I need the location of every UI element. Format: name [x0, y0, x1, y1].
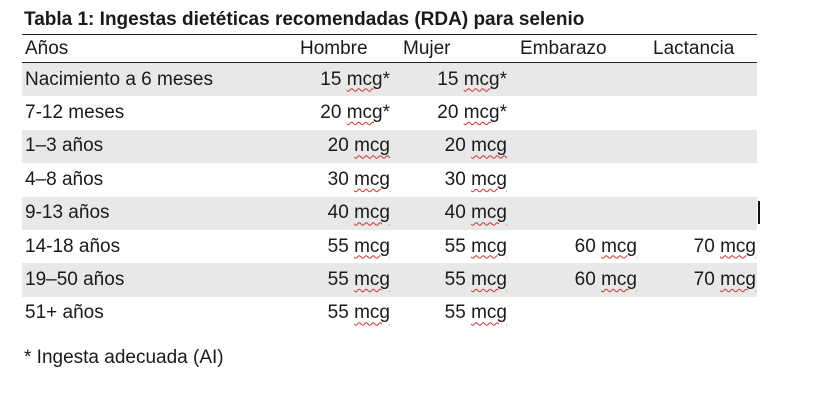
hombre-cell: 55 mcg [328, 230, 390, 263]
mujer-cell: 30 mcg [445, 163, 507, 196]
embarazo-cell: 60 mcg [575, 230, 637, 263]
table-row: 7-12 meses 20 mcg * 20 mcg * [22, 96, 757, 129]
value-unit: mcg [354, 235, 390, 257]
table-row: 14-18 años 55 mcg 55 mcg 60 mcg 70 mcg [22, 230, 757, 263]
mujer-cell: 20 mcg [445, 130, 507, 163]
table-row: 9-13 años 40 mcg 40 mcg [22, 196, 757, 230]
value-mark: * [499, 102, 507, 124]
hombre-cell: 55 mcg [328, 263, 390, 296]
mujer-cell: 20 mcg * [437, 96, 507, 129]
lactancia-cell: 70 mcg [694, 230, 756, 263]
table-row: 19–50 años 55 mcg 55 mcg 60 mcg 70 mcg [22, 263, 757, 297]
age-cell: 4–8 años [25, 168, 104, 190]
hombre-cell: 20 mcg * [320, 96, 390, 129]
age-cell: 7-12 meses [25, 102, 125, 124]
value-unit: mcg [601, 235, 637, 257]
value-unit: mcg [354, 168, 390, 190]
value-unit: mcg [463, 102, 500, 124]
mujer-cell: 40 mcg [445, 197, 507, 230]
table-header-row: Años Hombre Mujer Embarazo Lactancia [22, 34, 757, 63]
value-unit: mcg [471, 235, 507, 257]
mujer-cell: 55 mcg [445, 297, 507, 330]
lactancia-cell: 70 mcg [694, 263, 756, 296]
value-unit: mcg [720, 269, 756, 291]
age-cell: 14-18 años [25, 235, 121, 257]
hombre-cell: 55 mcg [328, 297, 390, 330]
value-number: 55 [444, 235, 466, 257]
value-number: 20 [327, 135, 349, 157]
value-unit: mcg [354, 269, 390, 291]
value-number: 55 [444, 269, 466, 291]
hombre-cell: 40 mcg [328, 197, 390, 230]
value-number: 15 [320, 68, 342, 90]
value-number: 70 [693, 269, 715, 291]
value-number: 15 [437, 68, 459, 90]
value-number: 55 [327, 235, 349, 257]
value-number: 20 [437, 102, 459, 124]
value-unit: mcg [471, 302, 507, 324]
value-number: 40 [327, 202, 349, 224]
value-number: 55 [327, 269, 349, 291]
column-header-age: Años [25, 37, 69, 59]
value-unit: mcg [346, 68, 383, 90]
value-number: 20 [320, 102, 342, 124]
value-unit: mcg [601, 269, 637, 291]
value-mark: * [499, 68, 507, 90]
mujer-cell: 55 mcg [445, 230, 507, 263]
value-number: 60 [574, 235, 596, 257]
value-unit: mcg [354, 202, 390, 224]
value-unit: mcg [463, 68, 500, 90]
value-number: 55 [444, 302, 466, 324]
age-cell: 9-13 años [25, 202, 110, 224]
value-number: 60 [574, 269, 596, 291]
age-cell: Nacimiento a 6 meses [25, 68, 213, 90]
hombre-cell: 30 mcg [328, 163, 390, 196]
value-number: 40 [444, 202, 466, 224]
text-cursor [758, 201, 760, 224]
column-header-hombre: Hombre [300, 37, 368, 59]
column-header-mujer: Mujer [403, 37, 451, 59]
value-unit: mcg [471, 135, 507, 157]
value-number: 70 [693, 235, 715, 257]
hombre-cell: 20 mcg [328, 130, 390, 163]
table-row: 1–3 años 20 mcg 20 mcg [22, 129, 757, 164]
mujer-cell: 15 mcg * [437, 63, 507, 96]
value-mark: * [382, 102, 390, 124]
value-number: 30 [444, 168, 466, 190]
column-header-lactancia: Lactancia [653, 37, 735, 59]
mujer-cell: 55 mcg [445, 263, 507, 296]
value-unit: mcg [346, 102, 383, 124]
rda-table: Años Hombre Mujer Embarazo Lactancia Nac… [22, 34, 757, 330]
embarazo-cell: 60 mcg [575, 263, 637, 296]
value-unit: mcg [471, 202, 507, 224]
table-row: 51+ años 55 mcg 55 mcg [22, 297, 757, 330]
value-unit: mcg [471, 269, 507, 291]
hombre-cell: 15 mcg * [320, 63, 390, 96]
value-number: 20 [444, 135, 466, 157]
value-unit: mcg [354, 135, 390, 157]
value-number: 55 [327, 302, 349, 324]
table-row: Nacimiento a 6 meses 15 mcg * 15 mcg * [22, 63, 757, 97]
age-cell: 19–50 años [25, 269, 125, 291]
value-unit: mcg [720, 235, 756, 257]
column-header-embarazo: Embarazo [520, 37, 607, 59]
footnote: * Ingesta adecuada (AI) [24, 347, 224, 368]
value-mark: * [382, 68, 390, 90]
value-unit: mcg [471, 168, 507, 190]
age-cell: 51+ años [25, 302, 104, 324]
value-unit: mcg [354, 302, 390, 324]
value-number: 30 [327, 168, 349, 190]
table-title: Tabla 1: Ingestas dietéticas recomendada… [24, 9, 585, 30]
table-row: 4–8 años 30 mcg 30 mcg [22, 163, 757, 196]
age-cell: 1–3 años [25, 135, 104, 157]
